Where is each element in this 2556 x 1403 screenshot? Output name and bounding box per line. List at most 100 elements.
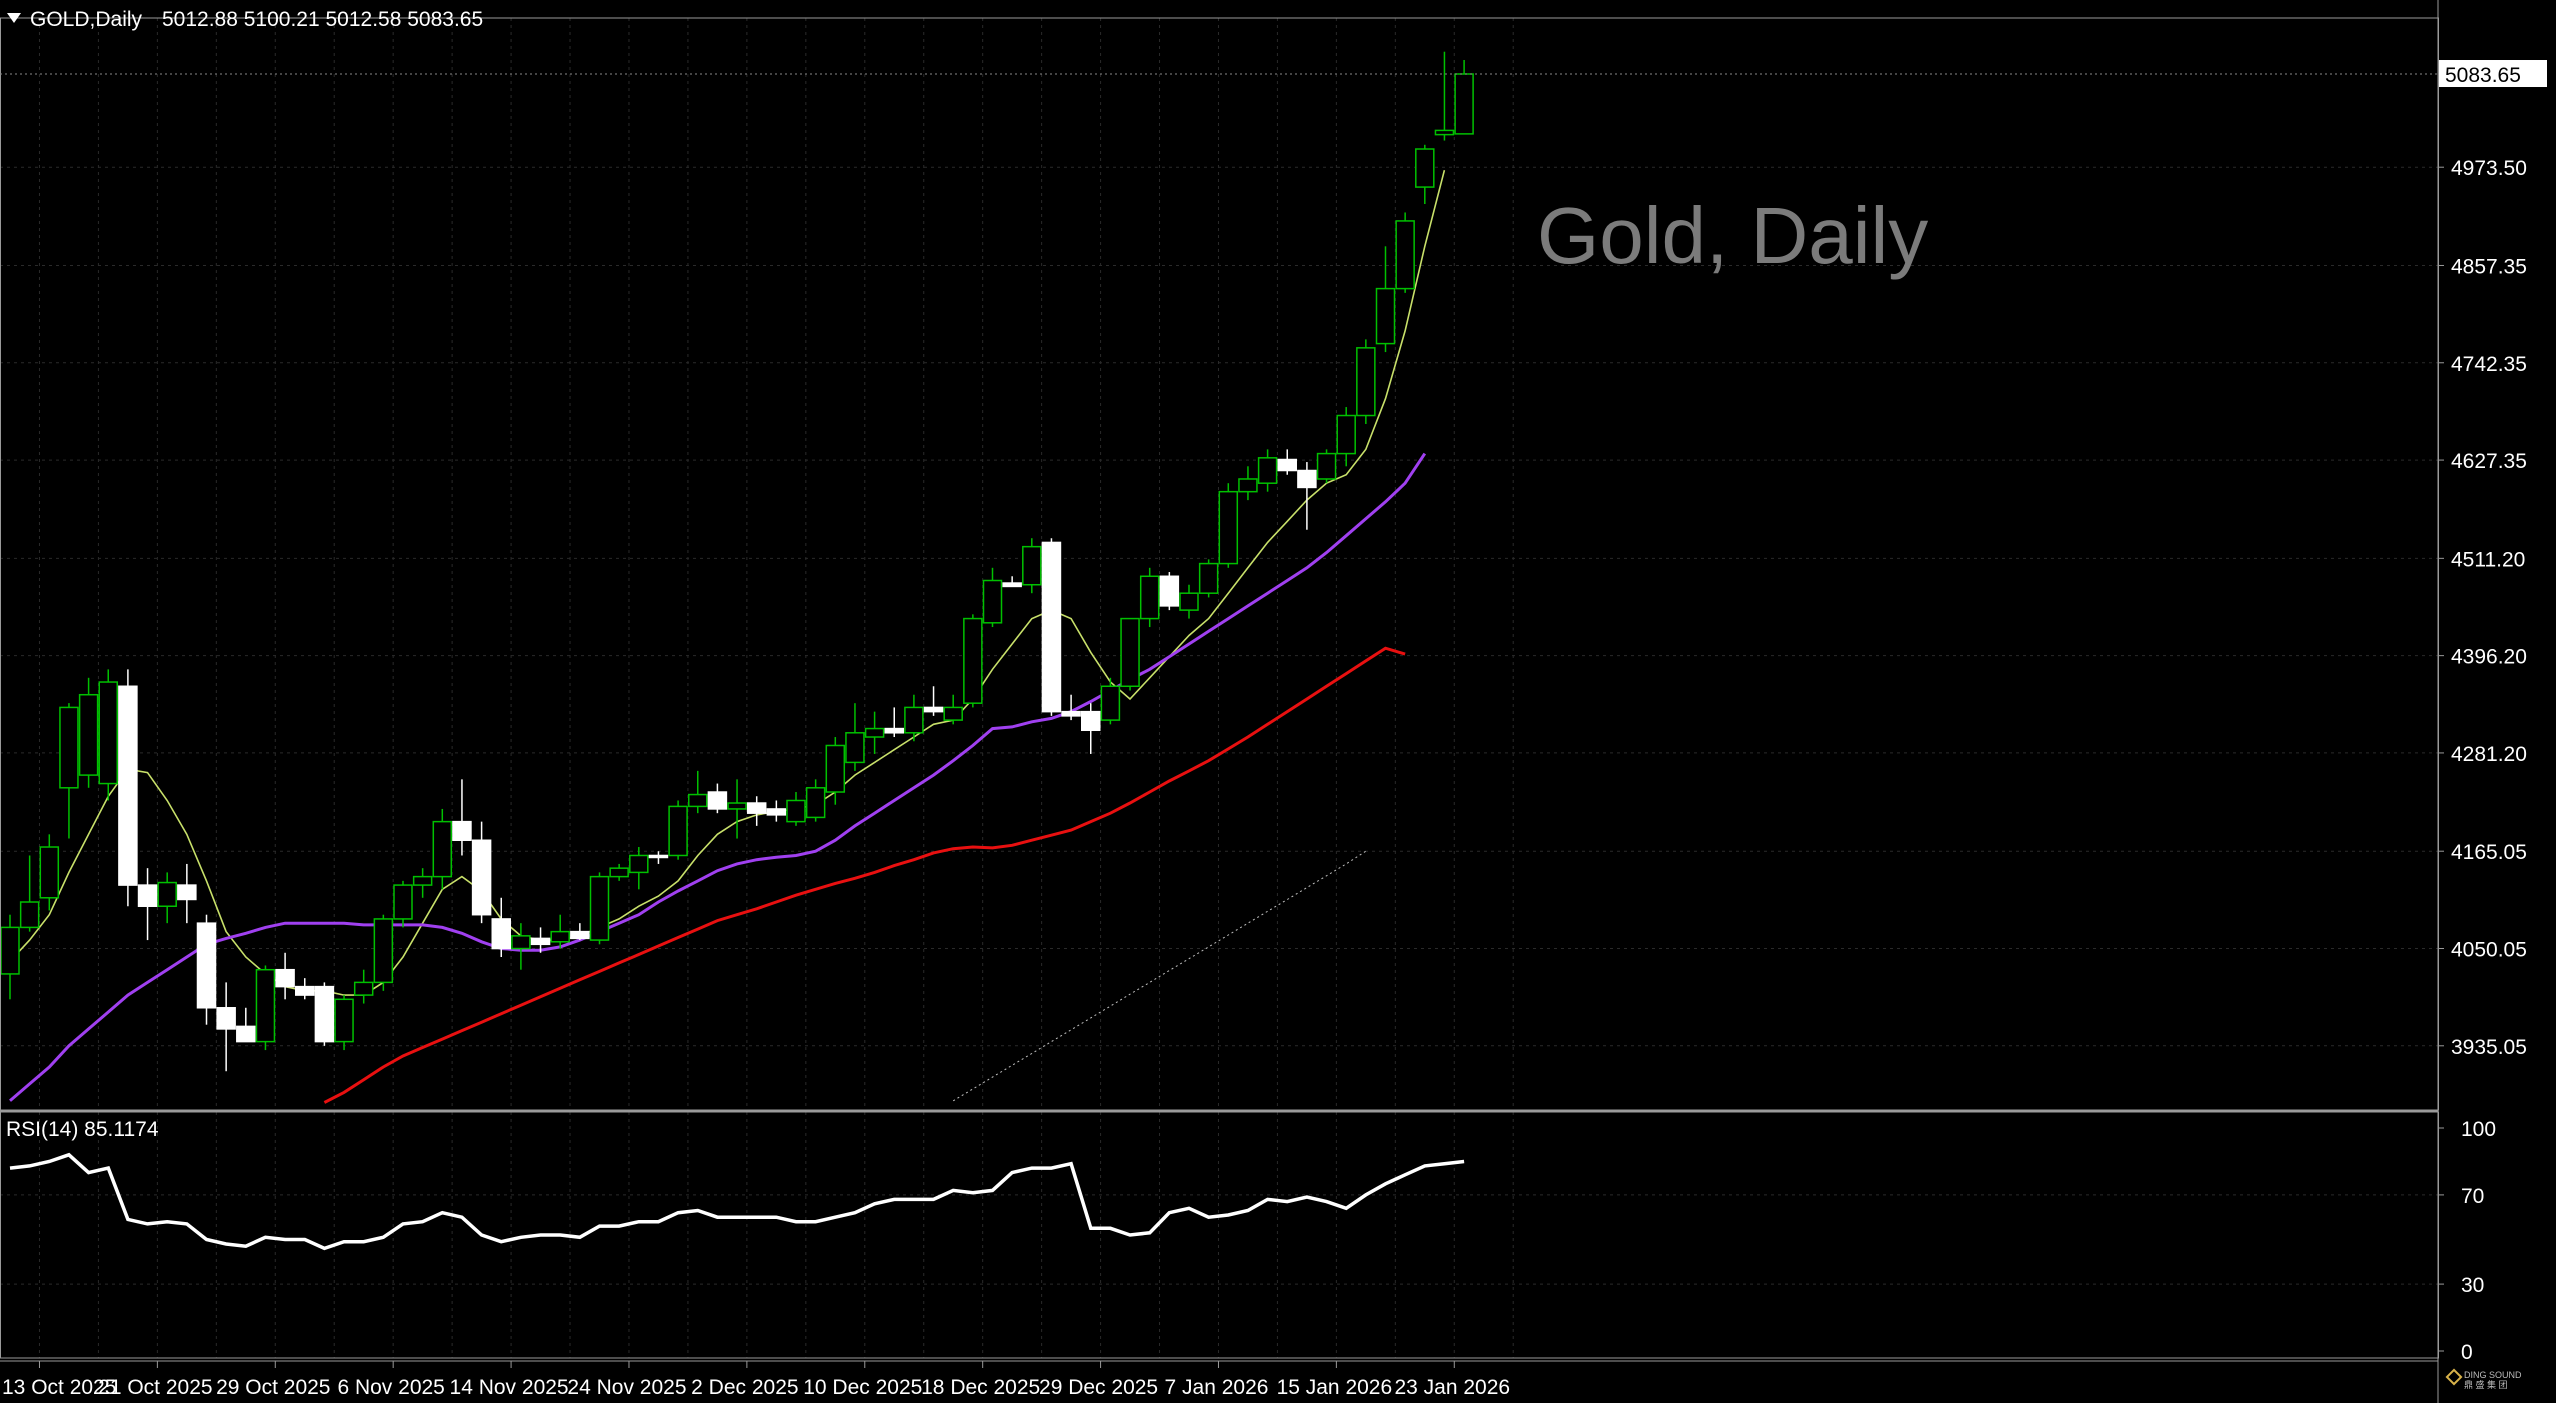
candle-bullish [1316, 449, 1337, 484]
candle-body [766, 808, 787, 816]
candle-body [452, 820, 472, 841]
candle-bullish [1434, 51, 1455, 141]
rsi-label: RSI(14) 85.1174 [6, 1118, 159, 1141]
candle-bearish [707, 783, 728, 814]
candle-body [412, 875, 433, 886]
candles [1, 51, 1474, 1072]
candle-bearish [1061, 694, 1081, 721]
symbol-label: GOLD,Daily [30, 8, 143, 31]
candle-bullish [825, 737, 846, 805]
rsi-axis-label: 0 [2461, 1341, 2473, 1364]
time-axis-label: 18 Dec 2025 [921, 1376, 1040, 1399]
logo-text-cn: 鼎 盛 集 团 [2464, 1380, 2508, 1390]
candle-body [982, 579, 1003, 624]
candle-bullish [412, 868, 433, 898]
rsi-axis-label: 70 [2461, 1185, 2484, 1208]
candle-body [1238, 478, 1258, 493]
candle-bullish [688, 770, 708, 814]
candle-bearish [530, 927, 551, 953]
candle-bullish [1022, 538, 1042, 594]
candle-body [236, 1025, 256, 1043]
logo-text-en: DING SOUND [2464, 1370, 2522, 1380]
candle-bullish [550, 914, 570, 949]
candle-bullish [511, 923, 531, 970]
price-axis-label: 4281.20 [2451, 743, 2527, 766]
ohlc-values: 5012.88 5100.21 5012.58 5083.65 [162, 8, 484, 31]
candle-body [550, 930, 570, 943]
candle-body [1336, 414, 1356, 455]
candle-body [589, 875, 610, 941]
candle-body [688, 793, 708, 808]
moving-average-ma-slow [323, 646, 1406, 1104]
candle-body [1159, 575, 1180, 607]
candle-body [1257, 457, 1278, 484]
candle-bullish [1238, 466, 1258, 501]
candle-body [570, 930, 590, 940]
candle-bullish [1, 914, 20, 1000]
candle-bullish [1454, 59, 1474, 135]
candle-bullish [982, 567, 1003, 628]
candle-body [1002, 582, 1022, 588]
candle-body [707, 791, 728, 810]
candle-body [39, 846, 60, 899]
candle-bearish [1041, 538, 1062, 716]
candle-bullish [255, 965, 276, 1051]
candle-body [1395, 220, 1415, 290]
candle-body [1198, 562, 1219, 594]
candle-body [943, 706, 963, 721]
time-axis-label: 29 Oct 2025 [216, 1376, 330, 1399]
candle-bullish [19, 855, 40, 932]
price-axis-label: 3935.05 [2451, 1036, 2527, 1059]
candle-body [805, 787, 826, 819]
chart-menu-triangle-icon[interactable] [7, 13, 21, 23]
time-axis-label: 15 Jan 2026 [1277, 1376, 1393, 1399]
current-price-label: 5083.65 [2445, 64, 2521, 87]
candle-body [177, 884, 197, 901]
candle-body [19, 901, 40, 929]
rsi-axis-label: 30 [2461, 1274, 2484, 1297]
candle-body [432, 820, 453, 878]
price-axis-label: 4396.20 [2451, 646, 2527, 669]
candle-body [491, 918, 511, 950]
candle-bearish [295, 978, 315, 1000]
candle-body [1022, 545, 1042, 586]
candle-body [786, 799, 806, 823]
grid-lines [0, 18, 2438, 1358]
candle-body [1139, 575, 1160, 620]
candle-body [1, 926, 20, 975]
time-axis-label: 6 Nov 2025 [337, 1376, 444, 1399]
candle-body [609, 867, 629, 878]
candle-bearish [275, 952, 295, 1000]
candle-bearish [1297, 462, 1317, 530]
price-axis-label: 4742.35 [2451, 353, 2527, 376]
candle-body [845, 732, 865, 764]
candle-body [1454, 73, 1474, 135]
company-logo: DING SOUND 鼎 盛 集 团 [2464, 1370, 2522, 1390]
candle-body [511, 935, 531, 950]
price-axis-label: 4857.35 [2451, 255, 2527, 278]
candle-bearish [923, 686, 944, 716]
candle-body [275, 968, 295, 988]
candle-body [393, 884, 413, 920]
candle-body [1041, 541, 1062, 713]
time-axis-label: 2 Dec 2025 [691, 1376, 798, 1399]
time-axis-label: 10 Dec 2025 [803, 1376, 922, 1399]
price-axis-label: 4165.05 [2451, 841, 2527, 864]
candle-body [1316, 452, 1337, 480]
candle-bullish [353, 969, 374, 1004]
time-axis-label: 7 Jan 2026 [1165, 1376, 1269, 1399]
candle-bullish [59, 703, 79, 839]
moving-average-ma-long [952, 850, 1367, 1102]
candle-bearish [196, 914, 217, 1025]
candle-bearish [884, 707, 904, 738]
time-axis-label: 13 Oct 2025 [2, 1376, 116, 1399]
time-axis-label: 23 Jan 2026 [1394, 1376, 1510, 1399]
time-axis-label: 14 Nov 2025 [450, 1376, 569, 1399]
candle-body [864, 727, 885, 738]
moving-average-ma-mid [9, 452, 1427, 1102]
candle-bullish [98, 669, 118, 801]
candle-body [530, 937, 551, 946]
candle-body [334, 998, 354, 1043]
